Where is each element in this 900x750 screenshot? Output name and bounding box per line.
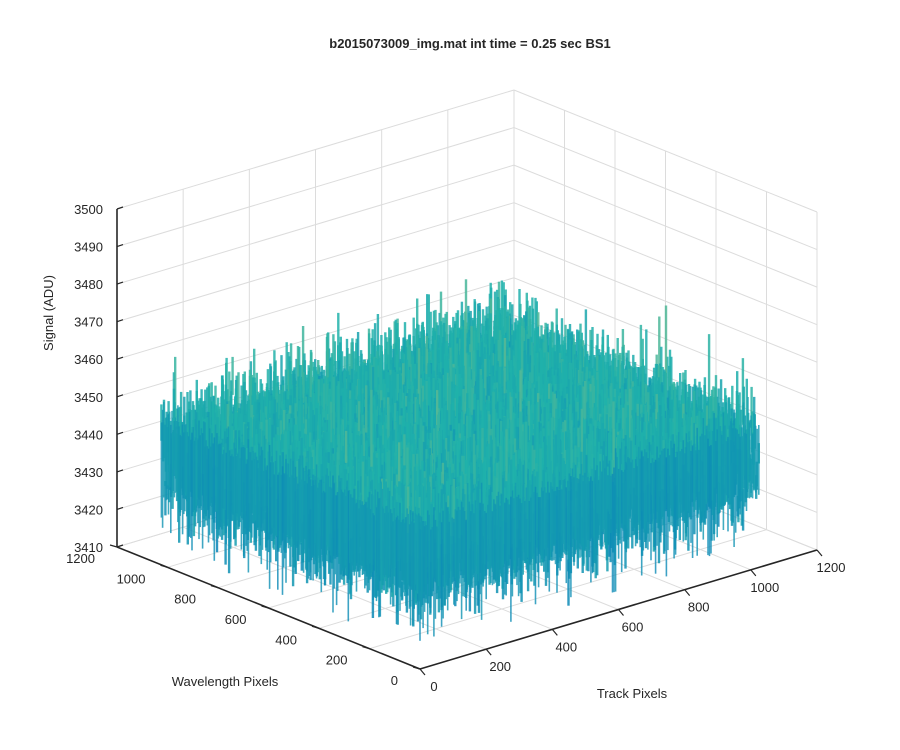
grid-line — [116, 239, 515, 360]
grid-line — [116, 127, 515, 248]
grid-line — [116, 277, 515, 398]
grid-line — [116, 164, 515, 285]
surface-plot — [160, 279, 760, 641]
grid-line — [513, 239, 818, 363]
grid-line — [513, 89, 818, 213]
grid-line — [513, 164, 818, 288]
grid-line — [116, 202, 515, 323]
grid-line — [513, 127, 818, 251]
grid-line — [513, 202, 818, 326]
grid-line — [116, 89, 515, 210]
